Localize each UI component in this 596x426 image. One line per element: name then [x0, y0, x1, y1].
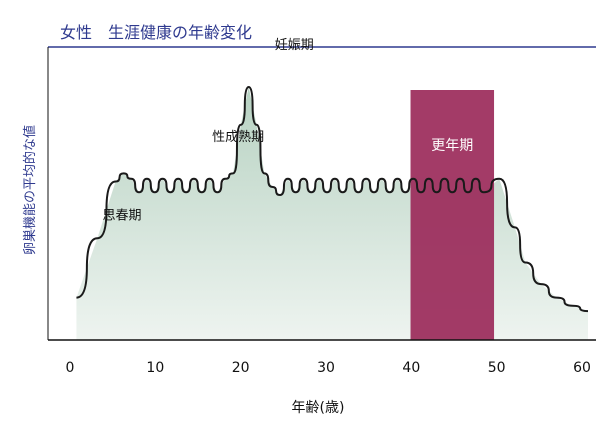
x-tick-label: 0	[66, 360, 75, 376]
x-tick-labels: 0 10 20 30 40 50 60	[66, 360, 591, 376]
x-tick-label: 20	[232, 360, 250, 376]
x-tick-label: 50	[488, 360, 506, 376]
annotation-label: 思春期	[103, 208, 142, 223]
annotation-label: 性成熟期	[212, 129, 264, 145]
chart-title: 女性 生涯健康の年齢変化	[60, 23, 252, 42]
annotation-label: 妊娠期	[275, 38, 314, 53]
x-tick-label: 40	[402, 360, 420, 376]
x-tick-label: 60	[573, 360, 591, 376]
x-axis-label: 年齢(歳)	[292, 400, 345, 416]
y-axis-label: 卵巣機能の平均的な値	[22, 125, 38, 255]
highlight-band-label: 更年期	[431, 138, 473, 154]
x-tick-label: 30	[317, 360, 335, 376]
x-tick-label: 10	[146, 360, 164, 376]
area-fill	[76, 87, 588, 340]
highlight-band	[411, 90, 495, 340]
